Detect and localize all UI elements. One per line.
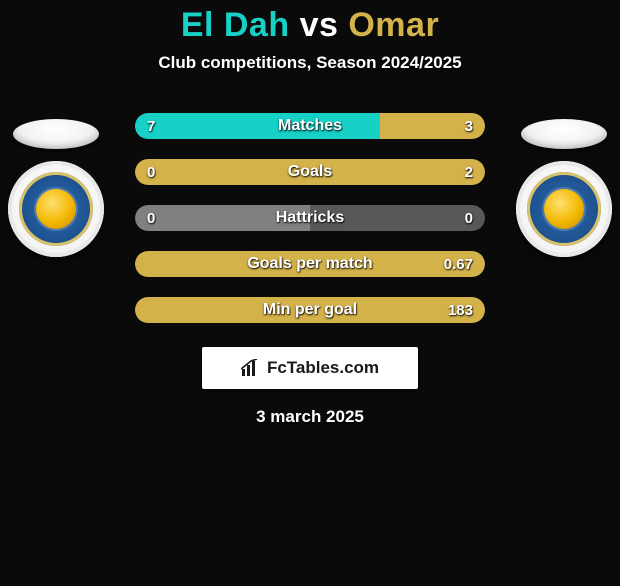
footer-date: 3 march 2025: [0, 407, 620, 427]
player-avatar-placeholder-left: [13, 119, 99, 149]
comparison-panel: 73Matches 02Goals 00Hattricks 0.67Goals per…: [0, 113, 620, 427]
player-avatar-placeholder-right: [521, 119, 607, 149]
brand-card: FcTables.com: [202, 347, 418, 389]
stat-bar: 183Min per goal: [135, 297, 485, 323]
title-vs: vs: [300, 6, 339, 44]
brand-text: FcTables.com: [267, 358, 379, 378]
stat-bar: 73Matches: [135, 113, 485, 139]
club-badge-ball-icon: [544, 189, 584, 229]
stat-bars: 73Matches 02Goals 00Hattricks 0.67Goals per…: [135, 113, 485, 323]
bar-label: Goals per match: [135, 251, 485, 277]
stat-bar: 02Goals: [135, 159, 485, 185]
bar-label: Matches: [135, 113, 485, 139]
club-badge-inner: [527, 172, 601, 246]
title-player1: El Dah: [181, 6, 290, 44]
title-player2: Omar: [348, 6, 439, 44]
club-badge-left: [8, 161, 104, 257]
subtitle: Club competitions, Season 2024/2025: [0, 53, 620, 73]
club-badge-inner: [19, 172, 93, 246]
right-player-column: [514, 119, 614, 257]
stat-bar: 00Hattricks: [135, 205, 485, 231]
bar-label: Min per goal: [135, 297, 485, 323]
stat-bar: 0.67Goals per match: [135, 251, 485, 277]
club-badge-ball-icon: [36, 189, 76, 229]
bar-label: Hattricks: [135, 205, 485, 231]
left-player-column: [6, 119, 106, 257]
bar-chart-icon: [241, 359, 261, 377]
club-badge-right: [516, 161, 612, 257]
bar-label: Goals: [135, 159, 485, 185]
page-title: El Dah vs Omar: [0, 6, 620, 45]
